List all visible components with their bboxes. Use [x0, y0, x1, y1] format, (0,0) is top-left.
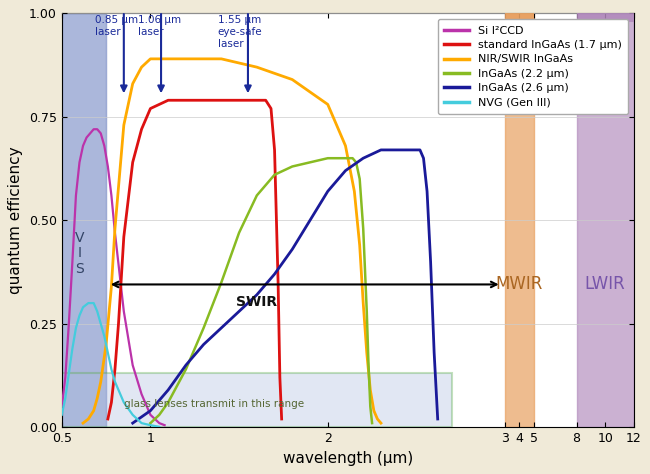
Text: 0.85 μm
laser: 0.85 μm laser — [96, 15, 138, 37]
Text: 1.55 μm
eye-safe
laser: 1.55 μm eye-safe laser — [218, 15, 263, 49]
Text: V
I
S: V I S — [75, 231, 84, 275]
Legend: Si I²CCD, standard InGaAs (1.7 μm), NIR/SWIR InGaAs, InGaAs (2.2 μm), InGaAs (2.: Si I²CCD, standard InGaAs (1.7 μm), NIR/… — [437, 19, 629, 114]
Bar — [577, 13, 634, 22]
Bar — [62, 13, 106, 427]
Bar — [62, 13, 106, 427]
Bar — [577, 13, 634, 427]
Bar — [505, 13, 534, 427]
Bar — [62, 374, 452, 427]
Text: 1.06 μm
laser: 1.06 μm laser — [138, 15, 181, 37]
X-axis label: wavelength (μm): wavelength (μm) — [283, 451, 413, 465]
Y-axis label: quantum efficiency: quantum efficiency — [8, 146, 23, 294]
Text: SWIR: SWIR — [236, 295, 278, 309]
Text: glass lenses transmit in this range: glass lenses transmit in this range — [124, 400, 304, 410]
Text: LWIR: LWIR — [585, 275, 625, 293]
Text: MWIR: MWIR — [496, 275, 543, 293]
Bar — [505, 13, 534, 22]
